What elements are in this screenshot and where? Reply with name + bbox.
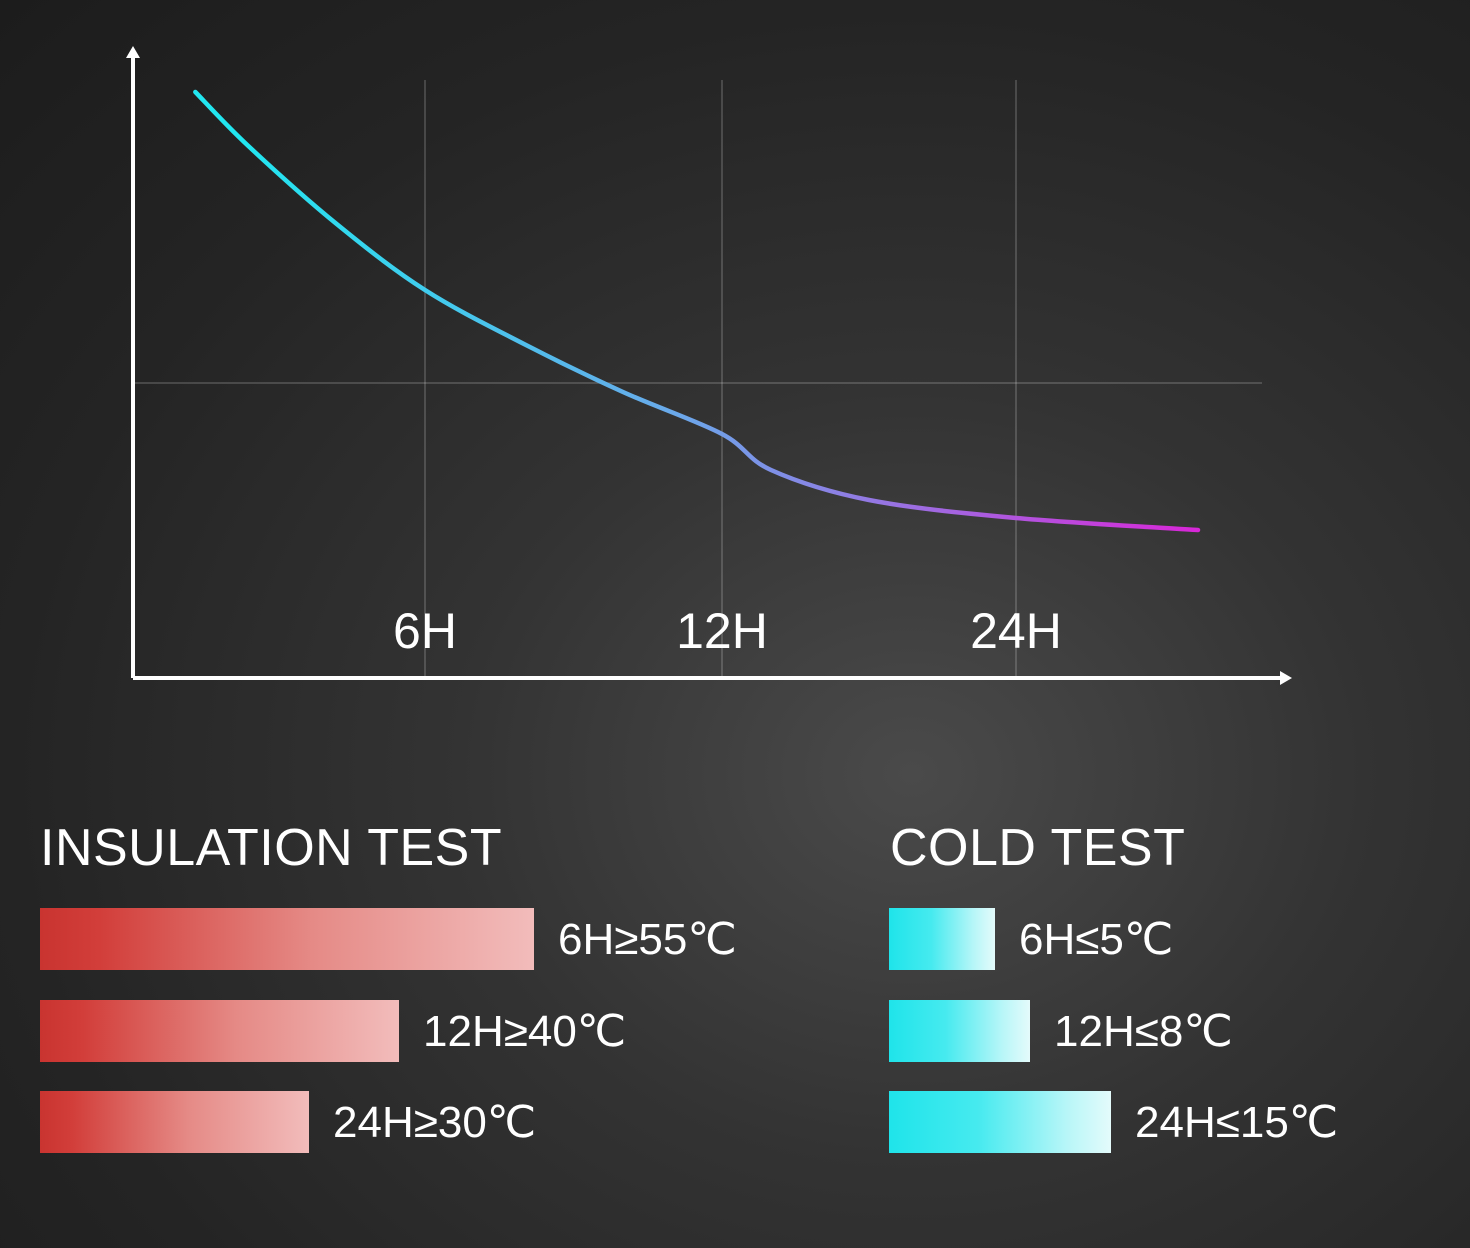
insulation-bar <box>40 1091 309 1153</box>
cold-test-title: COLD TEST <box>890 819 1186 877</box>
cold-bar-label: 12H≤8℃ <box>1054 1006 1233 1056</box>
insulation-bar <box>40 1000 399 1062</box>
cold-bar <box>889 1000 1030 1062</box>
insulation-row: 12H≥40℃ <box>40 1000 626 1062</box>
x-axis-arrow-icon <box>1280 671 1292 685</box>
insulation-row: 24H≥30℃ <box>40 1091 536 1153</box>
y-axis-arrow-icon <box>126 46 140 58</box>
grid-lines <box>133 80 1262 678</box>
cold-row: 24H≤15℃ <box>889 1091 1338 1153</box>
insulation-bar <box>40 908 534 970</box>
cold-bar-label: 24H≤15℃ <box>1135 1097 1339 1147</box>
line-chart: 6H 12H 24H <box>126 46 1292 685</box>
insulation-bar-label: 24H≥30℃ <box>333 1097 537 1147</box>
insulation-test-title: INSULATION TEST <box>40 819 503 877</box>
cold-bar <box>889 908 995 970</box>
x-tick-label: 24H <box>970 603 1062 659</box>
axes <box>126 46 1292 685</box>
cold-row: 6H≤5℃ <box>889 908 1173 970</box>
x-tick-label: 6H <box>393 603 457 659</box>
insulation-bar-label: 12H≥40℃ <box>423 1006 627 1056</box>
series-group <box>193 89 1201 533</box>
cold-bar-label: 6H≤5℃ <box>1019 914 1174 964</box>
cold-bar <box>889 1091 1111 1153</box>
series-line <box>193 89 1201 533</box>
x-tick-label: 12H <box>676 603 768 659</box>
cold-row: 12H≤8℃ <box>889 1000 1233 1062</box>
x-tick-labels: 6H 12H 24H <box>393 603 1062 659</box>
insulation-row: 6H≥55℃ <box>40 908 737 970</box>
insulation-bar-label: 6H≥55℃ <box>558 914 737 964</box>
